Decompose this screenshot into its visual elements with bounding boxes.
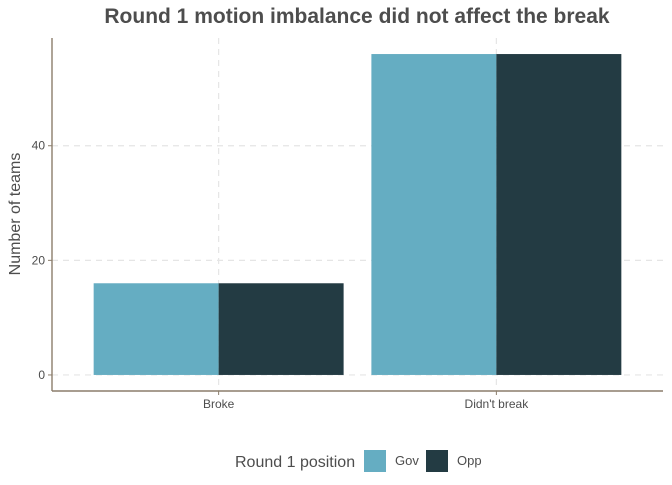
legend-swatch-opp: [426, 450, 448, 472]
bar-opp-didn-t-break: [496, 54, 622, 375]
x-tick-label: Broke: [203, 397, 235, 411]
bars: [93, 54, 622, 375]
bar-opp-broke: [218, 283, 344, 375]
legend: Round 1 position Gov Opp: [235, 450, 482, 472]
y-tick-label: 0: [38, 368, 45, 382]
bar-gov-didn-t-break: [371, 54, 497, 375]
y-tick-label: 20: [32, 253, 46, 267]
legend-label-gov: Gov: [395, 453, 419, 468]
axes: [51, 38, 663, 392]
x-tick-label: Didn't break: [465, 397, 530, 411]
legend-items: Gov Opp: [364, 450, 482, 472]
chart-title: Round 1 motion imbalance did not affect …: [104, 5, 610, 28]
legend-swatch-gov: [364, 450, 386, 472]
y-tick-label: 40: [32, 139, 46, 153]
legend-label-opp: Opp: [457, 453, 482, 468]
y-axis-label: Number of teams: [7, 153, 24, 276]
legend-title: Round 1 position: [235, 454, 355, 471]
bar-gov-broke: [93, 283, 219, 375]
tick-labels: 0 20 40 Broke Didn't break: [32, 139, 530, 411]
